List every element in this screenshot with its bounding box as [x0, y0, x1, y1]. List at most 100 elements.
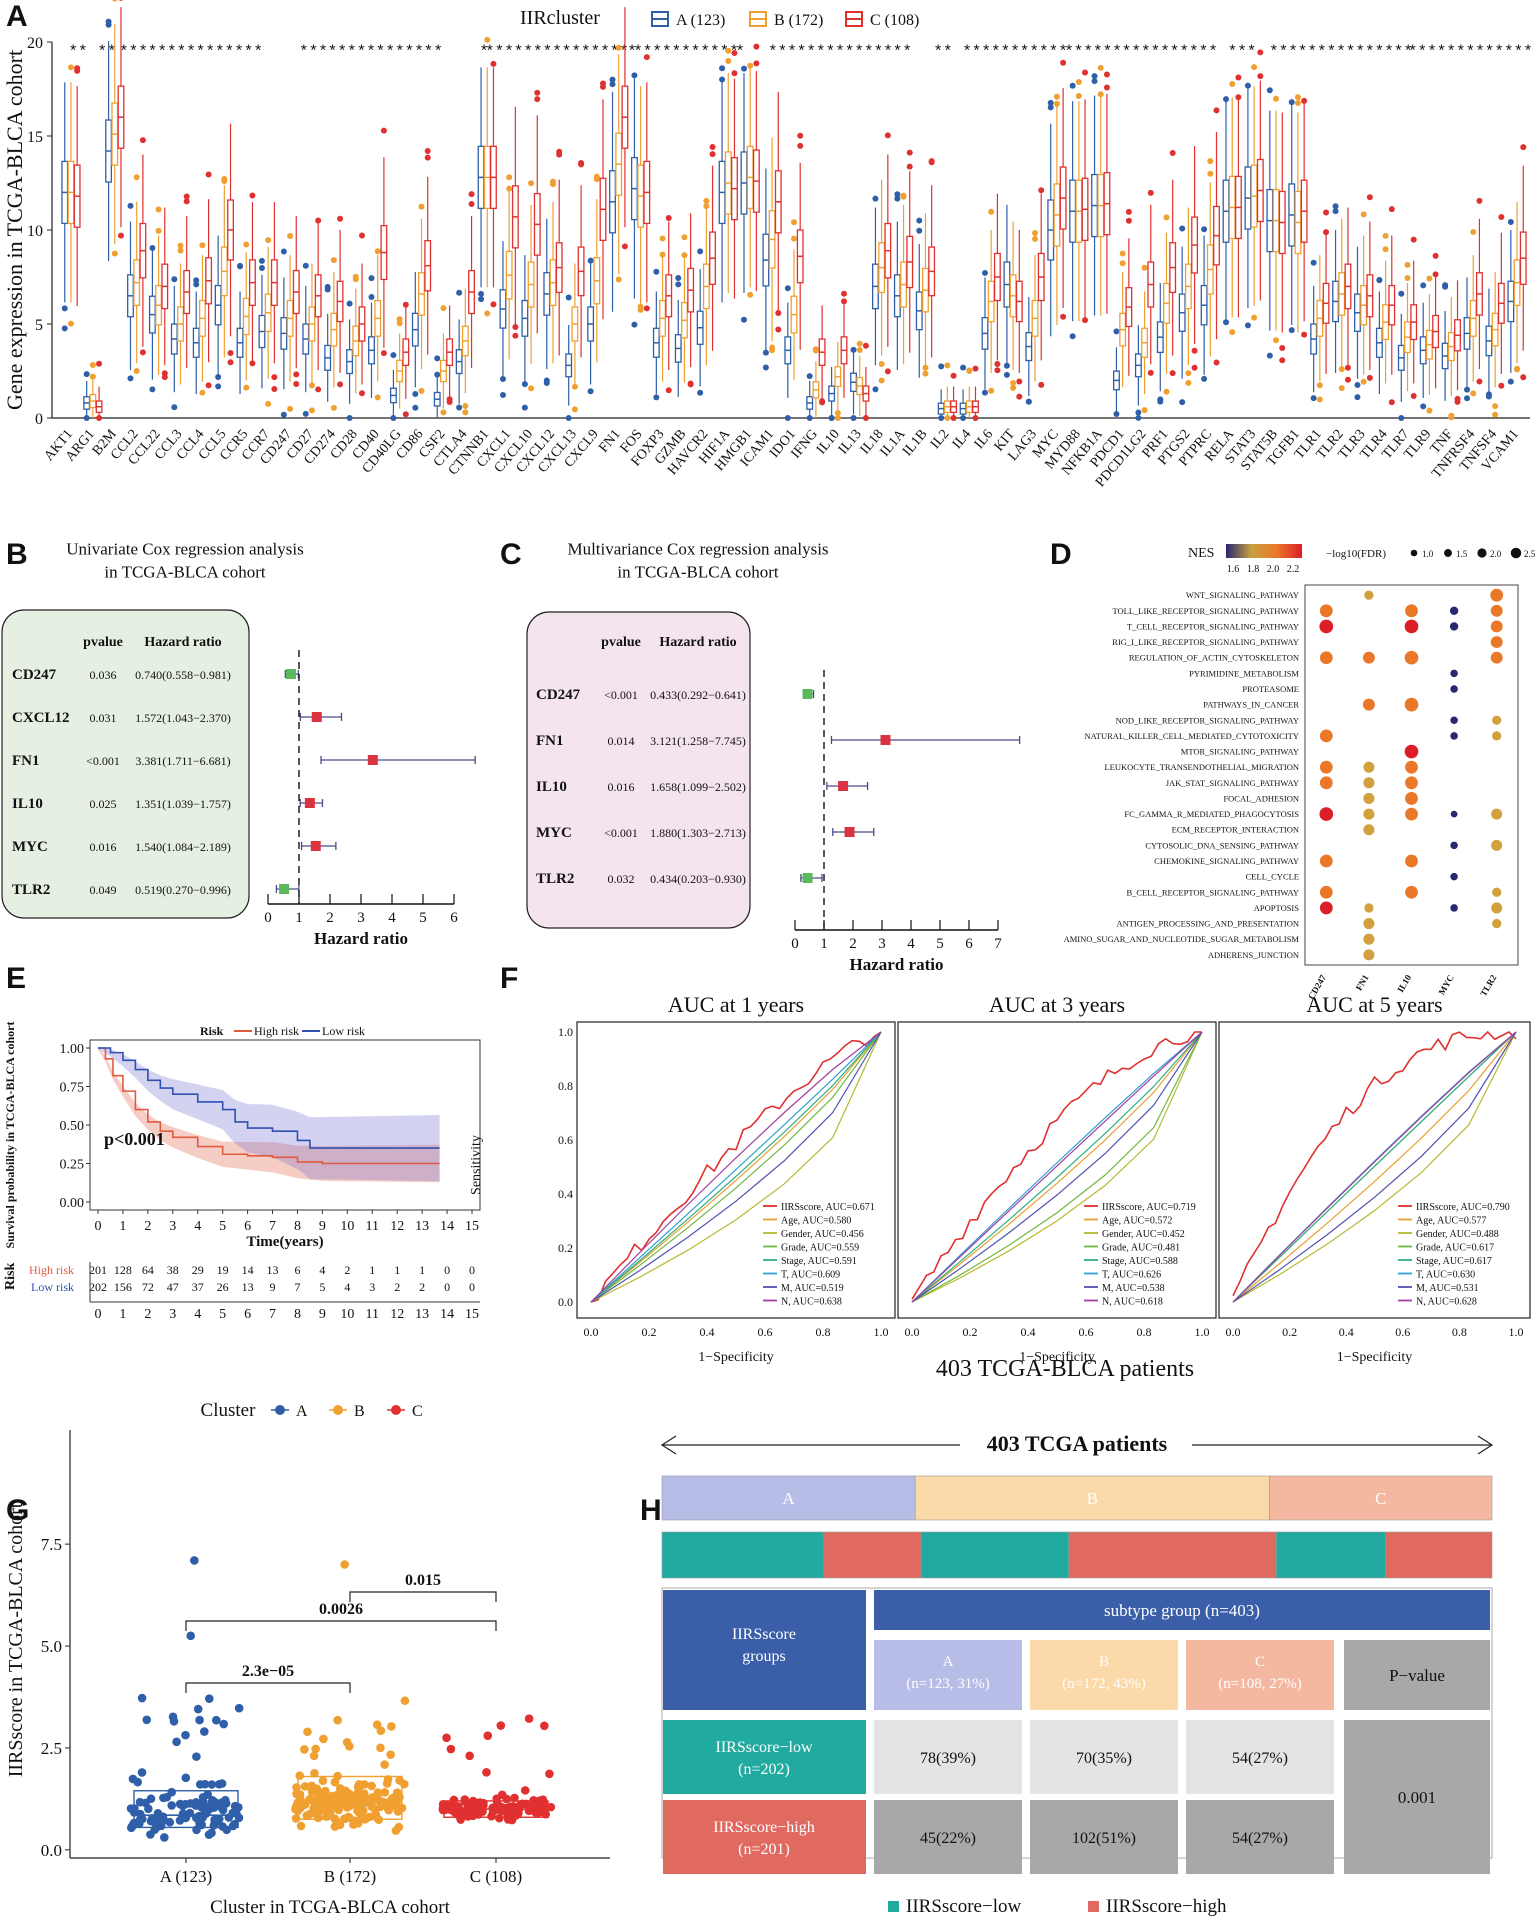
- chart-title: in TCGA-BLCA cohort: [617, 563, 778, 582]
- outlier-point: [506, 174, 513, 181]
- gene-label: MYC: [536, 825, 572, 841]
- box-B2M-b: [111, 0, 119, 257]
- box-CCL2-b: [133, 174, 141, 375]
- box-IL1B-c: [928, 158, 936, 358]
- size-legend-label: 1.0: [1422, 549, 1434, 559]
- enrichment-dot: [1319, 885, 1333, 899]
- outlier-point: [960, 415, 967, 421]
- nes-colorbar: [1226, 544, 1302, 558]
- outlier-point: [1038, 187, 1045, 194]
- box-CCR5-a: [236, 262, 244, 395]
- data-point: [127, 1822, 137, 1831]
- box-CTLA4-b: [461, 288, 469, 416]
- enrichment-dot: [1490, 636, 1503, 649]
- box-IL6-b: [987, 208, 995, 394]
- box-HAVCR2-a: [696, 248, 704, 396]
- significance-stars: ***********: [633, 43, 739, 61]
- outlier-point: [1069, 333, 1076, 340]
- subtype-subheader: C: [1255, 1654, 1265, 1670]
- x-axis-title: Cluster in TCGA-BLCA cohort: [210, 1897, 451, 1916]
- box-CXCL1-c: [511, 106, 519, 339]
- box-MYC-b: [1053, 93, 1061, 325]
- outlier-point: [972, 365, 979, 372]
- outlier-point: [631, 321, 638, 328]
- outlier-point: [1113, 328, 1120, 335]
- outlier-point: [440, 305, 447, 312]
- gene-label: CD247: [12, 667, 57, 683]
- data-point: [295, 1771, 305, 1780]
- box-CSF2-b: [439, 305, 447, 416]
- panel-letter-f: F: [500, 962, 518, 995]
- outlier-point: [769, 344, 776, 351]
- outlier-point: [791, 219, 797, 226]
- outlier-point: [61, 325, 68, 332]
- pathway-label: PATHWAYS_IN_CANCER: [1203, 700, 1299, 710]
- enrichment-dot: [1319, 604, 1333, 618]
- size-legend-label: 2.5: [1524, 549, 1535, 559]
- subtype-subheader: A: [943, 1654, 954, 1670]
- x-axis-title: Hazard ratio: [314, 929, 408, 948]
- outlier-point: [1382, 232, 1389, 239]
- risk-table-value: 0: [444, 1280, 450, 1294]
- panel-c-forest: Multivariance Cox regression analysis in …: [526, 540, 1021, 974]
- risk-table-value: 64: [142, 1263, 154, 1277]
- outlier-point: [1191, 364, 1198, 371]
- outlier-point: [1294, 94, 1301, 101]
- outlier-point: [396, 320, 403, 327]
- outlier-point: [681, 252, 688, 259]
- box-GZMB-a: [674, 274, 682, 398]
- risk-table-value: 128: [114, 1263, 132, 1277]
- x-tick-label: 0.2: [642, 1325, 657, 1339]
- outlier-point: [1069, 82, 1076, 89]
- outlier-point: [950, 372, 957, 379]
- outlier-point: [1091, 78, 1098, 85]
- box-CSF2-c: [446, 305, 454, 405]
- outlier-point: [981, 269, 988, 276]
- box-CCL22-a: [148, 244, 156, 393]
- box-HIF1A-b: [724, 47, 732, 293]
- outlier-point: [412, 391, 419, 398]
- box-STAT5B-c: [1278, 112, 1286, 364]
- row-label: IIRSscore−high: [713, 1819, 814, 1836]
- outlier-point: [127, 202, 134, 209]
- box-CD40-b: [374, 248, 382, 401]
- pathway-label: JAK_STAT_SIGNALING_PATHWAY: [1166, 778, 1299, 788]
- data-point: [335, 1820, 345, 1830]
- significance-stars: *: [735, 43, 745, 61]
- x-tick-label: 1.0: [1509, 1325, 1524, 1339]
- roc-curve-gender: [590, 1031, 882, 1303]
- box-CCR5-c: [248, 192, 256, 367]
- chart-title: Multivariance Cox regression analysis: [567, 540, 828, 559]
- enrichment-dot: [1491, 902, 1503, 914]
- gene-label: IL10: [536, 779, 567, 795]
- table-background: [526, 611, 751, 929]
- outlier-point: [193, 281, 200, 288]
- legend-label: A (123): [676, 12, 725, 29]
- enrichment-dot: [1449, 606, 1459, 616]
- box-IL10-c: [840, 290, 848, 398]
- box-CCL22-b: [155, 206, 163, 375]
- risk-table-value: 19: [217, 1263, 229, 1277]
- outlier-point: [199, 389, 206, 396]
- box-PRF1-c: [1169, 149, 1177, 377]
- box-CD28-b: [352, 273, 360, 394]
- outlier-point: [462, 409, 469, 416]
- outlier-point: [960, 364, 967, 371]
- box-KIT-b: [1009, 221, 1017, 391]
- outlier-point: [872, 386, 879, 393]
- legend-label: N, AUC=0.628: [1416, 1297, 1477, 1308]
- legend-label: Grade, AUC=0.617: [1416, 1243, 1494, 1254]
- outlier-point: [484, 310, 491, 317]
- roc-curve-stage: [911, 1031, 1203, 1303]
- outlier-point: [368, 275, 375, 282]
- outlier-point: [819, 398, 826, 405]
- y-tick-label: 0.50: [60, 1119, 85, 1134]
- pvalue: 0.031: [90, 711, 117, 725]
- x-tick-label: 3: [878, 936, 886, 952]
- outlier-point: [1404, 261, 1411, 268]
- x-tick-label: 0: [264, 910, 272, 926]
- outlier-point: [1229, 81, 1236, 88]
- outlier-point: [1032, 229, 1039, 236]
- box-CD274-c: [336, 215, 344, 388]
- box-MYD88-c: [1081, 69, 1089, 324]
